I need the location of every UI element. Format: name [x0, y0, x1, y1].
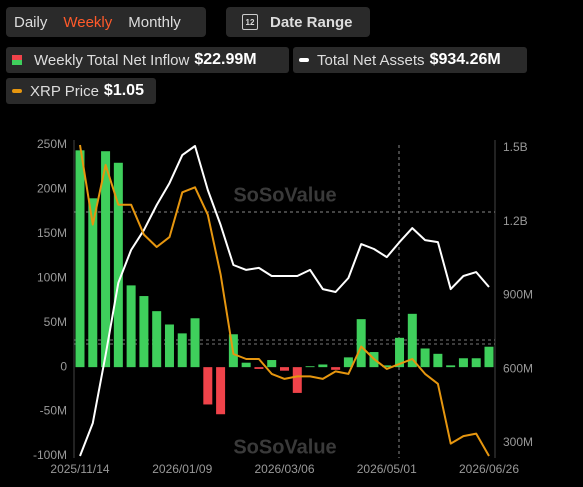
legend-swatch — [12, 89, 22, 93]
y2-tick-label: 300M — [503, 435, 533, 449]
bar — [331, 367, 341, 370]
bar — [395, 337, 405, 368]
y2-tick-label: 1.2B — [503, 214, 528, 228]
bar — [75, 150, 85, 368]
bar — [216, 367, 226, 415]
bar — [446, 365, 456, 368]
bar — [88, 198, 98, 368]
legend-value: $934.26M — [429, 51, 501, 68]
legend-icon — [12, 55, 22, 65]
bar — [254, 367, 264, 369]
y2-tick-label: 1.5B — [503, 140, 528, 154]
bar — [267, 360, 277, 368]
bar — [407, 313, 417, 368]
bar — [280, 367, 289, 371]
watermark: SoSoValue — [233, 436, 336, 458]
y-tick-label: 250M — [37, 137, 67, 151]
bar — [241, 362, 251, 368]
y2-tick-label: 600M — [503, 361, 533, 375]
bar — [305, 366, 315, 368]
legend-swatch — [299, 58, 309, 62]
line — [79, 144, 490, 457]
bar — [177, 333, 187, 368]
bar — [203, 367, 213, 405]
legend-item[interactable]: Total Net Assets $934.26M — [293, 47, 527, 73]
bar — [484, 346, 494, 368]
legend-label: Total Net Assets — [317, 51, 425, 69]
legend-label: Weekly Total Net Inflow — [34, 51, 190, 69]
tab[interactable]: Daily — [14, 13, 48, 31]
line — [79, 145, 490, 457]
date-range-label: Date Range — [270, 13, 353, 31]
legend-item[interactable]: XRP Price $1.05 — [6, 78, 156, 104]
bar — [152, 311, 162, 368]
y-tick-label: 200M — [37, 182, 67, 196]
watermark: SoSoValue — [233, 184, 336, 206]
tab[interactable]: Weekly — [63, 13, 113, 31]
y-tick-label: 150M — [37, 226, 67, 240]
bar — [420, 348, 430, 368]
legend-label: XRP Price — [30, 82, 99, 100]
interval-tabs: Daily Weekly Monthly — [6, 7, 206, 37]
bar — [382, 365, 392, 368]
bar — [292, 367, 302, 393]
bar — [126, 285, 136, 368]
x-tick-label: 2026/03/06 — [254, 462, 314, 476]
bar — [113, 162, 123, 368]
y-tick-label: 0 — [60, 359, 67, 373]
bar — [343, 357, 353, 368]
x-tick-label: 2026/05/01 — [357, 462, 417, 476]
y2-tick-label: 900M — [503, 288, 533, 302]
legend-value: $22.99M — [194, 51, 257, 68]
bar — [433, 353, 443, 368]
bar — [356, 319, 366, 368]
y-tick-label: -100M — [33, 448, 67, 462]
y-tick-label: -50M — [40, 404, 67, 418]
x-tick-label: 2026/06/26 — [459, 462, 519, 476]
tab[interactable]: Monthly — [128, 13, 181, 31]
y-tick-label: 100M — [37, 270, 67, 284]
bar — [139, 296, 149, 368]
legend-item[interactable]: Weekly Total Net Inflow $22.99M — [6, 47, 289, 73]
bar — [471, 358, 481, 368]
legend-value: $1.05 — [103, 82, 144, 99]
bar — [190, 318, 200, 368]
calendar-icon: 12 — [242, 14, 258, 30]
bar — [318, 364, 328, 368]
date-range-button[interactable]: 12 Date Range — [226, 7, 370, 37]
bar — [101, 151, 111, 368]
bar — [164, 324, 174, 368]
y-tick-label: 50M — [44, 315, 67, 329]
bar — [458, 358, 468, 368]
x-tick-label: 2025/11/14 — [50, 462, 109, 476]
x-tick-label: 2026/01/09 — [152, 462, 212, 476]
